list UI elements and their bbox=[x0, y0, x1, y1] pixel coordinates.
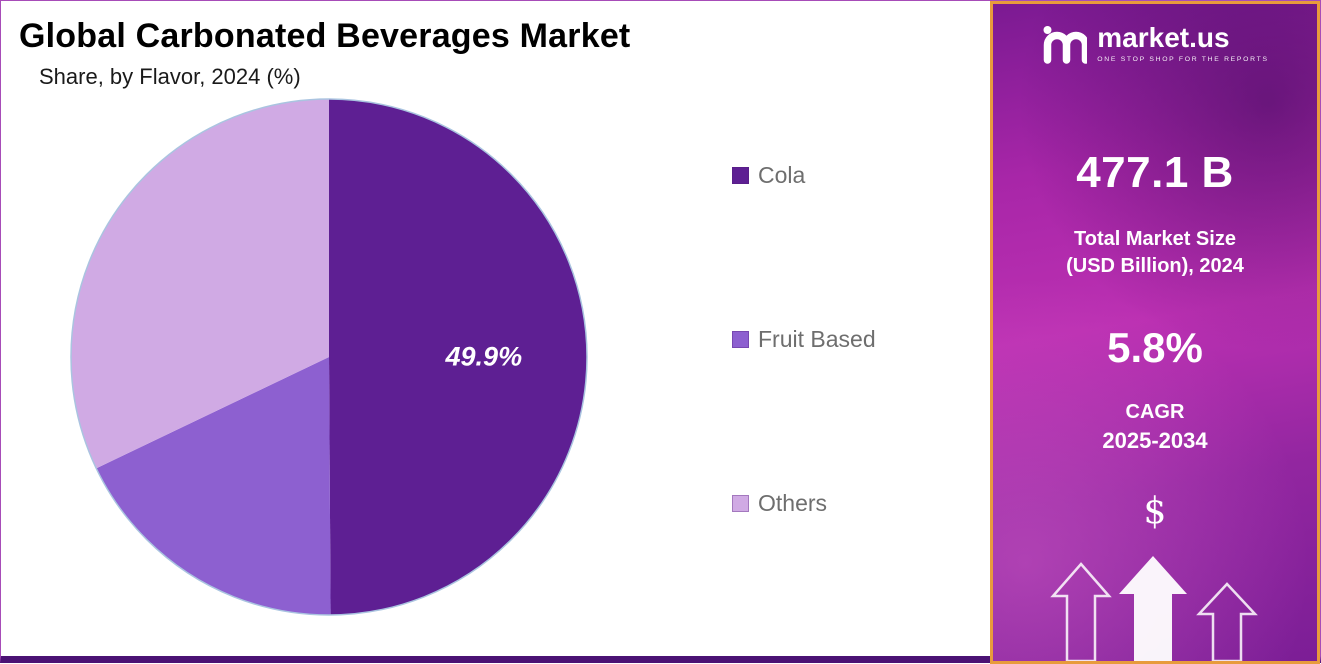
legend-label-others: Others bbox=[758, 490, 828, 516]
stat-cagr-caption-line2: 2025-2034 bbox=[1102, 428, 1208, 453]
chart-legend: Cola Fruit Based Others bbox=[732, 162, 876, 517]
stat-market-size-value: 477.1 B bbox=[1076, 148, 1234, 197]
stat-market-size-caption-line1: Total Market Size bbox=[1074, 228, 1236, 250]
brand-text: market.us ONE STOP SHOP FOR THE REPORTS bbox=[1097, 21, 1269, 63]
legend-item-others: Others bbox=[732, 490, 876, 517]
pie-chart: 49.9% bbox=[70, 98, 588, 616]
legend-swatch-cola bbox=[732, 167, 749, 184]
stat-market-size-caption-line2: (USD Billion), 2024 bbox=[1066, 255, 1244, 277]
legend-label-fruit-based: Fruit Based bbox=[758, 326, 876, 352]
stat-cagr-caption: CAGR 2025-2034 bbox=[1102, 398, 1207, 457]
pie-slice-others bbox=[71, 99, 329, 469]
stat-cagr-value: 5.8% bbox=[1107, 324, 1203, 371]
dollar-symbol: $ bbox=[1143, 490, 1167, 532]
page-title: Global Carbonated Beverages Market bbox=[19, 17, 631, 55]
brand-logo: market.us ONE STOP SHOP FOR THE REPORTS bbox=[1041, 22, 1268, 64]
pie-chart-container: 49.9% bbox=[64, 92, 594, 627]
pie-slice-cola bbox=[329, 99, 588, 615]
stat-market-size-caption: Total Market Size (USD Billion), 2024 bbox=[1066, 226, 1244, 280]
legend-item-cola: Cola bbox=[732, 162, 876, 189]
page-subtitle: Share, by Flavor, 2024 (%) bbox=[39, 64, 301, 89]
growth-arrows-icon bbox=[1050, 556, 1258, 661]
stat-cagr-caption-line1: CAGR bbox=[1125, 401, 1185, 423]
legend-label-cola: Cola bbox=[758, 162, 806, 188]
pie-slice-fruit-based bbox=[96, 357, 331, 615]
sidebar: market.us ONE STOP SHOP FOR THE REPORTS … bbox=[990, 1, 1320, 664]
pie-outline bbox=[70, 98, 588, 616]
legend-swatch-fruit-based bbox=[732, 331, 749, 348]
brand-tagline: ONE STOP SHOP FOR THE REPORTS bbox=[1097, 55, 1269, 63]
legend-item-fruit-based: Fruit Based bbox=[732, 326, 876, 353]
marketus-logo-icon bbox=[1043, 26, 1088, 64]
chart-row: 49.9% Cola Fruit Based Others bbox=[19, 92, 990, 627]
brand-name: market.us bbox=[1097, 21, 1230, 53]
pie-slice-label: 49.9% bbox=[445, 342, 523, 372]
legend-swatch-others bbox=[732, 495, 749, 512]
chart-panel: Global Carbonated Beverages Market Share… bbox=[1, 1, 990, 656]
